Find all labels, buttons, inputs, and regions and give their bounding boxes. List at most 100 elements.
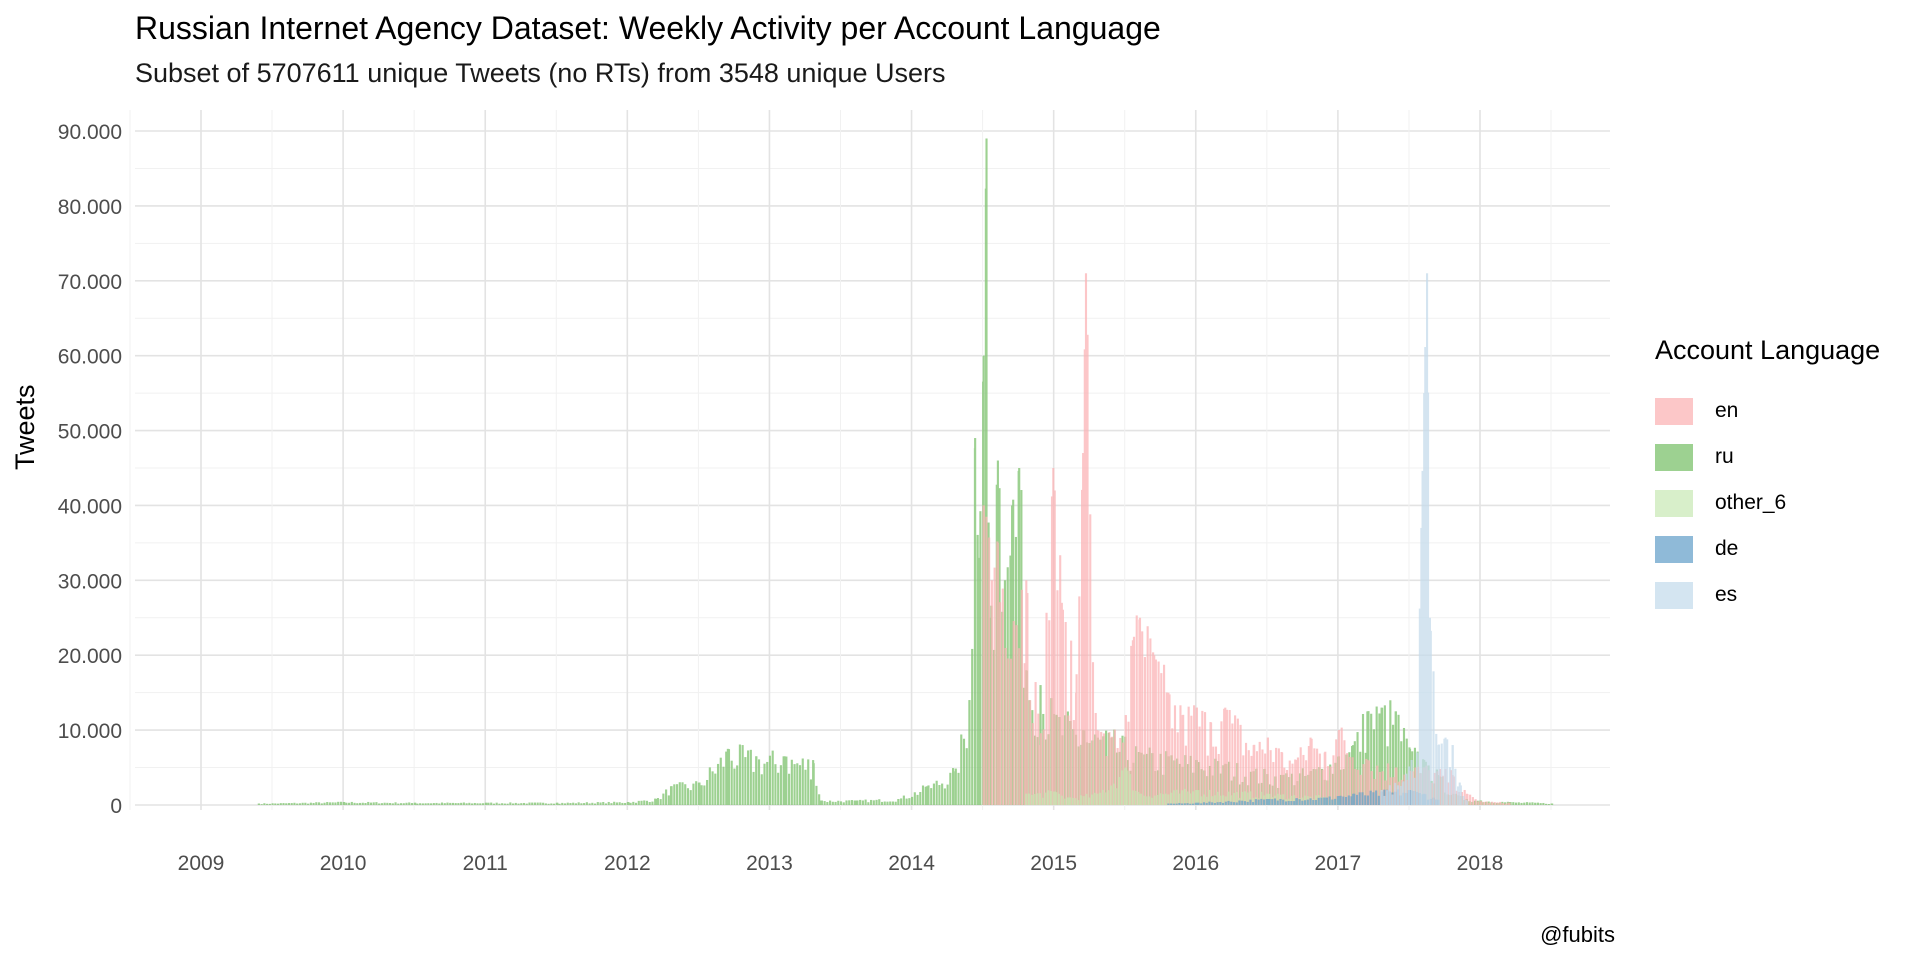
bar-en bbox=[1508, 802, 1511, 805]
x-tick-label: 2016 bbox=[1172, 852, 1219, 875]
bar-ru bbox=[468, 802, 471, 805]
bar-de bbox=[1246, 801, 1249, 805]
bar-en bbox=[1220, 721, 1223, 805]
x-tick-label: 2017 bbox=[1315, 852, 1362, 875]
bar-ru bbox=[853, 800, 856, 805]
bar-en bbox=[1121, 742, 1125, 805]
bar-de bbox=[1364, 795, 1367, 805]
bar-en bbox=[1387, 763, 1390, 805]
bar-ru bbox=[878, 799, 881, 805]
bar-en bbox=[1048, 620, 1051, 805]
bar-en bbox=[1384, 780, 1387, 805]
bar-es bbox=[1407, 766, 1410, 805]
bar-en bbox=[1485, 801, 1488, 805]
bar-en bbox=[1471, 797, 1474, 805]
bar-de bbox=[1328, 796, 1331, 805]
bar-en bbox=[1408, 770, 1412, 805]
bar-ru bbox=[1523, 802, 1526, 805]
bar-en bbox=[1193, 705, 1196, 805]
bar-es bbox=[1420, 527, 1423, 805]
bar-ru bbox=[861, 800, 864, 805]
bar-en bbox=[1086, 334, 1089, 805]
bar-en bbox=[1239, 724, 1242, 805]
bar-en bbox=[1198, 726, 1201, 805]
bar-en bbox=[1381, 771, 1384, 805]
bar-ru bbox=[585, 802, 588, 805]
bar-ru bbox=[921, 785, 925, 805]
bar-en bbox=[1261, 749, 1264, 805]
bar-ru bbox=[854, 800, 857, 805]
bar-ru bbox=[326, 802, 329, 805]
bar-de bbox=[1172, 803, 1175, 805]
bar-ru bbox=[364, 802, 367, 805]
bar-other_6 bbox=[1191, 791, 1195, 805]
bar-ru bbox=[819, 800, 822, 805]
bar-ru bbox=[402, 803, 405, 805]
bar-ru bbox=[1539, 803, 1542, 805]
bar-ru bbox=[356, 803, 359, 805]
bar-de bbox=[1342, 796, 1345, 805]
bar-other_6 bbox=[1140, 793, 1143, 805]
bar-ru bbox=[542, 802, 545, 805]
bar-de bbox=[1339, 795, 1342, 805]
bar-ru bbox=[323, 802, 326, 805]
bar-en bbox=[1034, 682, 1037, 805]
bar-ru bbox=[886, 801, 889, 805]
bar-de bbox=[1265, 799, 1268, 805]
bar-other_6 bbox=[1044, 792, 1047, 805]
bar-other_6 bbox=[1276, 793, 1279, 805]
bar-de bbox=[1235, 802, 1238, 805]
series-es bbox=[1380, 273, 1468, 805]
bar-en bbox=[1061, 609, 1064, 805]
bar-es bbox=[1459, 785, 1462, 805]
bar-ru bbox=[908, 798, 911, 805]
legend-swatch bbox=[1655, 397, 1693, 425]
bar-ru bbox=[435, 802, 438, 805]
bar-en bbox=[1091, 662, 1095, 805]
bar-en bbox=[1346, 753, 1349, 805]
bar-ru bbox=[460, 802, 463, 805]
bar-de bbox=[1336, 796, 1339, 805]
bar-en bbox=[1321, 769, 1324, 805]
bar-de bbox=[1208, 801, 1211, 805]
bar-en bbox=[999, 602, 1002, 805]
bar-es bbox=[1435, 733, 1438, 805]
bar-ru bbox=[897, 799, 900, 805]
bar-en bbox=[1083, 349, 1086, 805]
bar-ru bbox=[345, 802, 348, 805]
bar-other_6 bbox=[1058, 793, 1061, 805]
bar-es bbox=[1388, 785, 1391, 805]
bar-en bbox=[1275, 747, 1278, 805]
bar-es bbox=[1405, 773, 1408, 805]
legend-item-ru: ru bbox=[1655, 434, 1880, 480]
bar-ru bbox=[700, 785, 703, 805]
bar-ru bbox=[539, 802, 542, 805]
bar-en bbox=[988, 537, 991, 805]
bar-en bbox=[1439, 768, 1442, 805]
bar-ru bbox=[962, 738, 966, 805]
bar-ru bbox=[1405, 738, 1408, 805]
bar-ru bbox=[974, 438, 977, 805]
bar-en bbox=[1507, 802, 1510, 805]
bar-ru bbox=[711, 771, 714, 805]
bar-ru bbox=[725, 751, 728, 805]
bar-en bbox=[1108, 732, 1111, 805]
bar-ru bbox=[686, 788, 690, 805]
bar-en bbox=[1154, 659, 1157, 805]
bar-ru bbox=[870, 799, 873, 805]
bar-ru bbox=[637, 800, 640, 805]
bar-other_6 bbox=[1172, 790, 1175, 805]
bar-en bbox=[1294, 759, 1297, 805]
bar-ru bbox=[285, 803, 288, 805]
bar-de bbox=[1249, 799, 1252, 805]
data-bars bbox=[257, 138, 1554, 806]
chart-title: Russian Internet Agency Dataset: Weekly … bbox=[135, 10, 1161, 46]
bar-ru bbox=[651, 801, 654, 805]
bar-de bbox=[1309, 798, 1312, 805]
bar-es bbox=[1396, 785, 1400, 805]
bar-ru bbox=[867, 802, 870, 805]
bar-de bbox=[1238, 800, 1241, 805]
bar-es bbox=[1440, 743, 1443, 805]
bar-ru bbox=[654, 798, 657, 805]
bar-ru bbox=[978, 557, 981, 805]
